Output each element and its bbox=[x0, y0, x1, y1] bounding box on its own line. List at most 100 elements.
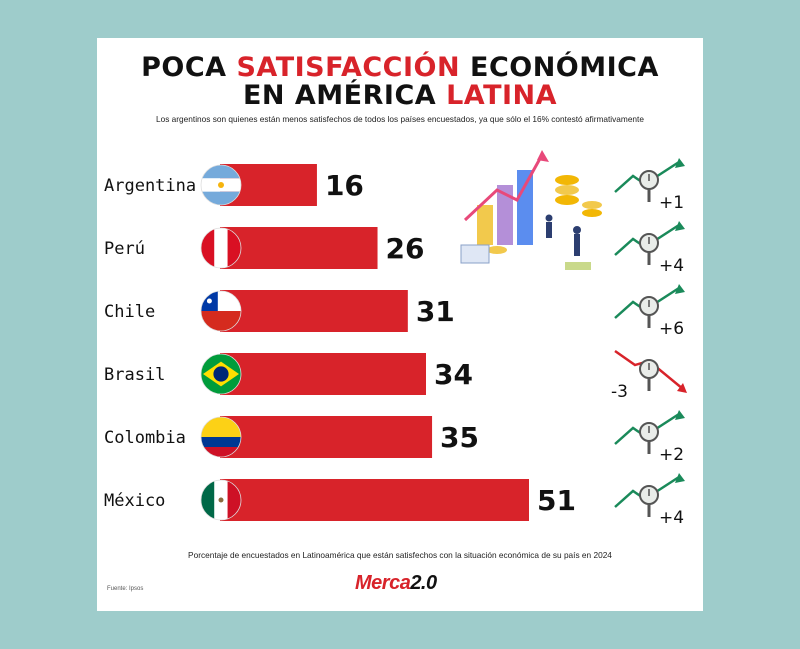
change-label: +6 bbox=[659, 319, 684, 339]
coin-icon bbox=[487, 246, 507, 254]
flag-stripe bbox=[201, 191, 241, 205]
flag-body bbox=[201, 354, 241, 394]
trend-arrowhead bbox=[675, 284, 685, 294]
flag-chile-icon bbox=[200, 290, 242, 332]
infographic-card: POCA SATISFACCIÓN ECONÓMICA EN AMÉRICA L… bbox=[97, 38, 703, 611]
flag-border bbox=[200, 479, 242, 521]
coin-icon bbox=[555, 175, 579, 185]
title-part: POCA bbox=[141, 52, 237, 83]
change-label: -3 bbox=[611, 382, 628, 402]
person-icon bbox=[545, 214, 553, 222]
value-label: 35 bbox=[440, 421, 479, 454]
flag-body bbox=[201, 228, 241, 268]
illustration-trend bbox=[463, 154, 544, 222]
person-icon bbox=[574, 234, 580, 256]
category-label: Argentina bbox=[104, 176, 196, 196]
flag-brazil-icon bbox=[200, 353, 242, 395]
brand-logo: Merca2.0 bbox=[355, 572, 437, 595]
title-line-2: EN AMÉRICA LATINA bbox=[97, 82, 703, 110]
change-label: +1 bbox=[659, 193, 684, 213]
coin-icon bbox=[582, 209, 602, 217]
coin-icon bbox=[555, 195, 579, 205]
flag-peru-icon bbox=[200, 227, 242, 269]
flag-body bbox=[201, 480, 241, 520]
illustration-chart-card bbox=[460, 244, 490, 264]
flag-body bbox=[201, 417, 241, 457]
flag-border bbox=[200, 353, 242, 395]
flag-border bbox=[200, 416, 242, 458]
logo-brand: Merca bbox=[355, 572, 411, 594]
coin-icon bbox=[582, 201, 602, 209]
chart-row: Argentina 16 +1 bbox=[104, 158, 685, 213]
illustration-money bbox=[565, 262, 591, 270]
change-label: +4 bbox=[659, 508, 684, 528]
value-label: 16 bbox=[325, 169, 364, 202]
category-label: Chile bbox=[104, 302, 155, 322]
bar bbox=[220, 290, 408, 332]
flag-border bbox=[200, 164, 242, 206]
flag-body bbox=[201, 165, 241, 205]
change-label: +4 bbox=[659, 256, 684, 276]
flag-colombia-icon bbox=[200, 416, 242, 458]
flag-border bbox=[200, 227, 242, 269]
person-icon bbox=[546, 222, 552, 238]
category-label: Colombia bbox=[104, 428, 186, 448]
logo-suffix: 2.0 bbox=[410, 572, 437, 594]
flag-mexico-icon bbox=[200, 479, 242, 521]
title-part: EN AMÉRICA bbox=[242, 80, 447, 111]
title-part: ECONÓMICA bbox=[460, 52, 659, 83]
value-label: 26 bbox=[386, 232, 425, 265]
trend-arrowhead bbox=[675, 473, 685, 483]
value-label: 31 bbox=[416, 295, 455, 328]
flag-stripe bbox=[201, 311, 241, 331]
category-label: Perú bbox=[104, 239, 145, 259]
illustration-bar bbox=[497, 185, 513, 245]
bar bbox=[220, 416, 433, 458]
trend-up-icon bbox=[614, 158, 685, 202]
coin-icon bbox=[555, 185, 579, 195]
trend-up-icon bbox=[614, 284, 685, 328]
bar bbox=[220, 227, 378, 269]
trend-up-icon bbox=[614, 410, 685, 454]
finance-illustration bbox=[460, 150, 602, 270]
category-label: México bbox=[104, 491, 165, 511]
flag-star bbox=[206, 298, 212, 304]
value-label: 51 bbox=[537, 484, 576, 517]
person-icon bbox=[573, 226, 581, 234]
flag-stripe bbox=[201, 228, 215, 268]
chart-rows: Argentina 16 +1 Perú 26 +4 Chile 31 +6 Brasil 34 -3… bbox=[104, 158, 687, 528]
flag-stripe bbox=[214, 228, 228, 268]
change-label: +2 bbox=[659, 445, 684, 465]
flag-stripe bbox=[201, 165, 241, 179]
chart-row: México 51 +4 bbox=[104, 473, 685, 528]
bar bbox=[220, 479, 529, 521]
trend-up-icon bbox=[614, 473, 685, 517]
flag-stripe bbox=[201, 437, 241, 447]
flag-argentina-icon bbox=[200, 164, 242, 206]
trend-arrowhead bbox=[675, 221, 685, 231]
bar bbox=[220, 353, 426, 395]
chart-row: Colombia 35 +2 bbox=[104, 410, 685, 465]
illustration-bar bbox=[477, 205, 493, 245]
flag-emblem bbox=[218, 497, 224, 503]
illustration-bar bbox=[517, 170, 533, 245]
trend-up-icon bbox=[614, 221, 685, 265]
bar-chart: Argentina 16 +1 Perú 26 +4 Chile 31 +6 Brasil 34 -3… bbox=[104, 150, 687, 528]
illustration-arrow bbox=[537, 150, 549, 162]
trend-down-icon bbox=[614, 349, 687, 393]
chart-row: Perú 26 +4 bbox=[104, 221, 685, 276]
flag-stripe bbox=[201, 447, 241, 457]
chart-row: Brasil 34 -3 bbox=[104, 349, 687, 402]
flag-body bbox=[201, 291, 241, 331]
flag-globe bbox=[213, 366, 229, 382]
title-highlight: LATINA bbox=[446, 80, 558, 111]
chart-row: Chile 31 +6 bbox=[104, 284, 685, 339]
source-note: Fuente: Ipsos bbox=[107, 586, 144, 592]
flag-stripe bbox=[227, 228, 241, 268]
trend-arrowhead bbox=[677, 383, 687, 393]
flag-stripe bbox=[201, 417, 241, 437]
flag-stripe bbox=[227, 480, 241, 520]
title-line-1: POCA SATISFACCIÓN ECONÓMICA bbox=[97, 54, 703, 82]
trend-arrowhead bbox=[675, 158, 685, 168]
title-highlight: SATISFACCIÓN bbox=[236, 52, 461, 83]
